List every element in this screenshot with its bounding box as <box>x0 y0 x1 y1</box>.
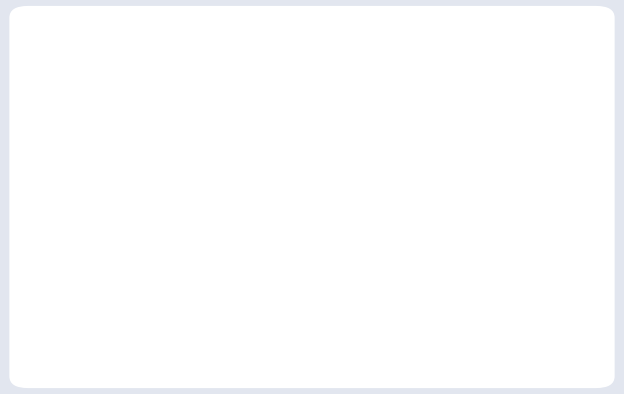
Bar <box>261 206 277 214</box>
Bar <box>589 251 606 288</box>
Bar <box>519 145 535 251</box>
Bar <box>237 210 254 217</box>
Bar <box>542 136 558 251</box>
Bar <box>284 251 301 262</box>
Bar <box>425 171 441 185</box>
Bar <box>354 251 371 265</box>
Bar <box>378 251 394 267</box>
Bar <box>237 217 254 251</box>
Bar <box>495 154 512 251</box>
Bar <box>237 251 254 259</box>
Bar <box>495 251 512 277</box>
Bar <box>190 221 207 251</box>
Bar <box>354 192 371 204</box>
Bar <box>214 218 230 251</box>
Bar <box>519 123 535 145</box>
Bar <box>284 212 301 251</box>
Bar <box>472 166 489 251</box>
Bar <box>542 251 558 282</box>
Bar <box>354 204 371 251</box>
Bar <box>120 251 137 258</box>
Bar <box>566 124 582 251</box>
Bar <box>308 210 324 251</box>
Bar <box>214 212 230 218</box>
Legend: Expansion MRR, New MRR, Churned MRR: Expansion MRR, New MRR, Churned MRR <box>51 101 180 157</box>
Bar <box>449 175 465 251</box>
Bar <box>566 251 582 284</box>
Bar <box>49 238 66 240</box>
Bar <box>97 251 113 258</box>
Bar <box>190 251 207 258</box>
Bar <box>190 215 207 221</box>
Bar <box>120 232 137 251</box>
Bar <box>73 236 89 251</box>
Bar <box>261 251 277 260</box>
Bar <box>542 112 558 136</box>
Bar <box>144 228 160 251</box>
Bar <box>449 159 465 175</box>
Bar <box>120 229 137 232</box>
Bar <box>378 197 394 251</box>
Title: NET NEW MRR: NET NEW MRR <box>227 15 428 38</box>
Bar <box>331 251 348 263</box>
Bar <box>49 251 66 256</box>
Bar <box>308 251 324 261</box>
Bar <box>401 178 418 191</box>
Bar <box>519 251 535 280</box>
Bar <box>49 240 66 251</box>
Bar <box>472 148 489 166</box>
Bar <box>73 233 89 236</box>
Bar <box>425 251 441 270</box>
Bar <box>214 251 230 259</box>
Bar <box>144 223 160 228</box>
Bar <box>472 251 489 275</box>
Bar <box>97 229 113 232</box>
Bar <box>566 98 582 124</box>
Bar <box>401 251 418 268</box>
Bar <box>308 200 324 210</box>
Bar <box>167 217 183 223</box>
Bar <box>167 251 183 258</box>
Bar <box>331 196 348 207</box>
Bar <box>167 223 183 251</box>
Bar <box>97 232 113 251</box>
Bar <box>284 202 301 212</box>
Bar <box>589 109 606 251</box>
Bar <box>589 78 606 109</box>
Bar <box>401 191 418 251</box>
Bar <box>144 251 160 258</box>
Bar <box>378 185 394 197</box>
Bar <box>449 251 465 272</box>
Bar <box>425 185 441 251</box>
Bar <box>73 251 89 257</box>
Bar <box>261 214 277 251</box>
Bar <box>331 207 348 251</box>
Bar <box>495 134 512 154</box>
